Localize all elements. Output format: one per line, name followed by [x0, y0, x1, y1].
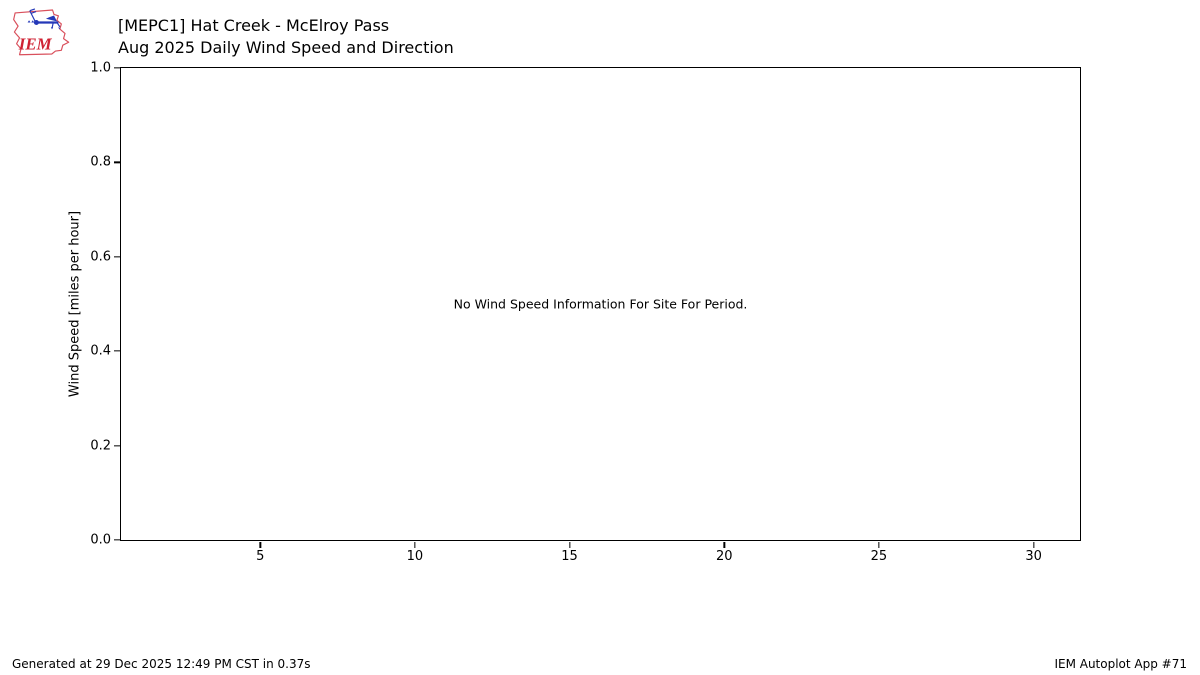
- y-tick-mark: [113, 539, 120, 541]
- x-tick-label: 20: [715, 549, 733, 564]
- x-tick-mark: [568, 541, 571, 548]
- y-tick-mark: [113, 67, 120, 69]
- y-tick-label: 0.0: [90, 532, 111, 548]
- iem-logo: IEM: [10, 6, 76, 58]
- wind-vane-icon: [27, 8, 61, 30]
- iem-logo-graphic: IEM: [13, 8, 70, 56]
- x-tick-label: 25: [870, 549, 888, 564]
- y-tick-label: 0.8: [90, 154, 111, 170]
- y-tick-mark: [113, 161, 120, 164]
- y-tick-label: 1.0: [90, 60, 111, 76]
- plot-area: No Wind Speed Information For Site For P…: [90, 61, 1081, 564]
- no-data-message: No Wind Speed Information For Site For P…: [453, 296, 748, 312]
- x-tick-mark: [259, 541, 261, 548]
- x-tick-mark: [414, 541, 416, 548]
- x-tick-mark: [1032, 541, 1035, 548]
- iem-logo-text: IEM: [18, 35, 53, 54]
- generated-timestamp: Generated at 29 Dec 2025 12:49 PM CST in…: [12, 657, 311, 671]
- x-tick-label: 30: [1025, 549, 1042, 564]
- y-tick-mark: [113, 256, 120, 258]
- chart-subtitle: Aug 2025 Daily Wind Speed and Direction: [118, 38, 454, 57]
- y-tick-mark: [113, 444, 120, 447]
- y-tick-label: 0.2: [90, 438, 111, 454]
- y-tick-label: 0.4: [90, 343, 111, 359]
- y-tick-mark: [113, 350, 120, 352]
- x-tick-mark: [723, 541, 725, 548]
- app-credit: IEM Autoplot App #71: [1054, 657, 1187, 671]
- x-tick-label: 10: [406, 549, 424, 564]
- chart-title: [MEPC1] Hat Creek - McElroy Pass: [118, 16, 390, 35]
- y-tick-label: 0.6: [90, 249, 111, 265]
- x-tick-mark: [878, 541, 880, 548]
- y-axis-label: Wind Speed [miles per hour]: [67, 210, 83, 398]
- x-tick-label: 5: [256, 549, 265, 564]
- chart-title-block: [MEPC1] Hat Creek - McElroy Pass Aug 202…: [118, 15, 454, 59]
- x-tick-label: 15: [561, 549, 578, 564]
- iowa-outline-icon: [13, 9, 70, 56]
